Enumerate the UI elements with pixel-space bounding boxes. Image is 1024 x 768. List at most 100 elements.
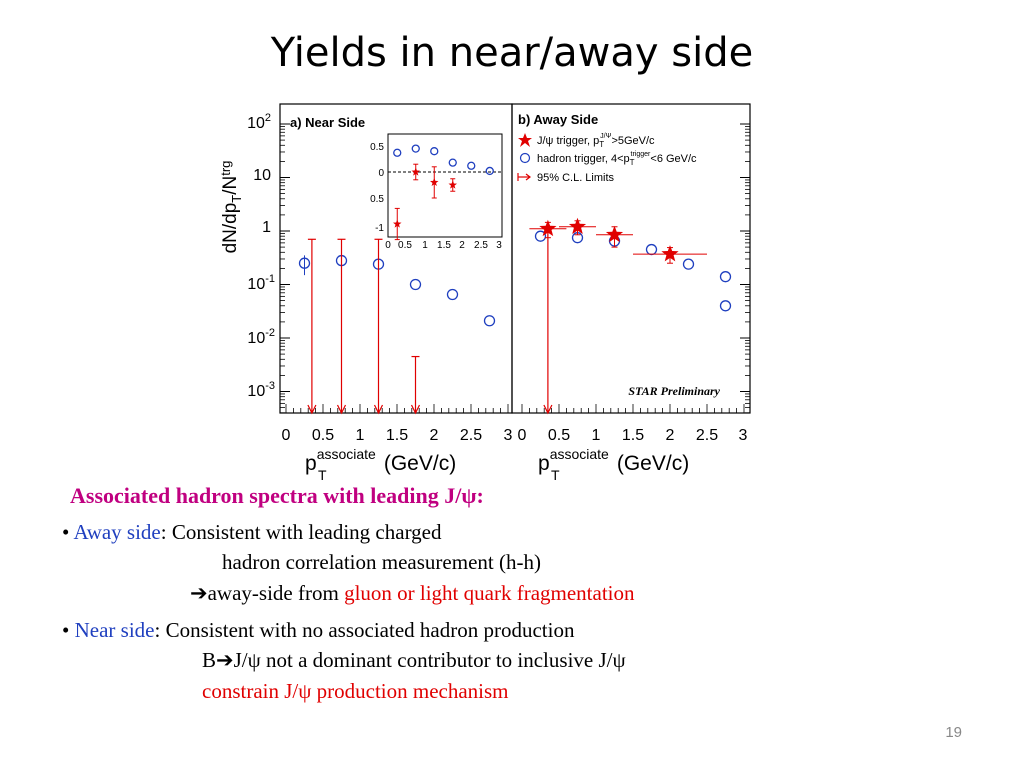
x-axis-label-near: passociate (GeV/c) <box>305 446 456 475</box>
near-side-line2-b: J/ψ not a dominant contributor to inclus… <box>233 648 626 672</box>
xtick-label: 2 <box>666 427 675 444</box>
legend-limit-icon <box>517 173 531 181</box>
away-side-line3-b: gluon or light quark fragmentation <box>344 581 635 605</box>
ytick-label: 10 <box>253 167 271 184</box>
away-side-line3-a: away-side from <box>207 581 345 605</box>
inset-hadron-point <box>393 148 402 157</box>
preliminary-label: STAR Preliminary <box>628 384 720 398</box>
inset-xtick-label: 0 <box>385 240 391 251</box>
x-tick-labels-away: 0 0.5 1 1.5 2 2.5 3 <box>518 427 748 444</box>
legend-entry: J/ψ trigger, pTJ/Ψ>5GeV/c <box>537 133 655 149</box>
inset-xtick-label: 3 <box>496 240 502 251</box>
near-side-label: Near side <box>74 618 155 642</box>
inset-xtick-label: 0.5 <box>398 240 412 251</box>
bullet-dot: • <box>62 618 70 642</box>
near-side-line2-a: B <box>202 648 217 672</box>
inset-ytick-label: 0.5 <box>370 194 384 205</box>
away-hadron-point <box>682 258 695 270</box>
page-number: 19 <box>945 724 962 741</box>
inset-jpsi-point <box>430 177 439 186</box>
xtick-label: 0 <box>518 427 527 444</box>
near-cl-limit-arrow <box>336 404 347 415</box>
away-side-line2: hadron correlation measurement (h-h) <box>222 550 541 574</box>
away-jpsi-point <box>661 245 679 262</box>
xtick-label: 2.5 <box>460 427 482 444</box>
inset-y-tick-labels: 0.5 0 0.5 -1 <box>370 142 384 234</box>
inset-ytick-label: 0 <box>378 168 384 179</box>
xtick-label: 0.5 <box>548 427 570 444</box>
y-axis-label: dN/dpT/Ntrg <box>218 161 244 254</box>
away-cl-limit-arrow <box>543 404 553 415</box>
near-hadron-point <box>446 288 459 301</box>
away-side-text: : Consistent with leading charged <box>160 520 442 544</box>
near-side-bullet: • Near side: Consistent with no associat… <box>62 618 574 643</box>
near-cl-limit-arrow <box>373 404 384 415</box>
near-side-line2: B➔J/ψ not a dominant contributor to incl… <box>202 648 626 673</box>
away-jpsi-point <box>568 217 587 234</box>
x-axis-sub-away: T <box>551 467 560 480</box>
inset-hadron-point <box>467 161 476 170</box>
ytick-label: 10-3 <box>247 380 275 400</box>
xtick-label: 1 <box>592 427 601 444</box>
near-hadron-point <box>298 257 311 269</box>
near-hadron-point <box>483 315 496 327</box>
away-panel-label: b) Away Side <box>518 112 598 127</box>
away-hadron-point <box>645 243 658 256</box>
bullet-dot: • <box>62 520 70 544</box>
spectra-subheading: Associated hadron spectra with leading J… <box>70 483 484 508</box>
xtick-label: 1.5 <box>622 427 644 444</box>
xtick-label: 2 <box>430 427 439 444</box>
xtick-label: 0.5 <box>312 427 334 444</box>
inset-xtick-label: 2 <box>459 240 465 251</box>
inset-xtick-label: 2.5 <box>474 240 488 251</box>
svg-text:dN/dpT/Ntrg: dN/dpT/Ntrg <box>218 161 244 254</box>
away-hadron-point <box>719 300 732 312</box>
ytick-label: 102 <box>247 112 271 132</box>
chart-marks <box>298 144 732 415</box>
inset-xtick-label: 1 <box>422 240 428 251</box>
near-cl-limit-arrow <box>410 404 421 415</box>
away-side-line3: ➔away-side from gluon or light quark fra… <box>190 581 635 606</box>
x-axis-label-away: passociate (GeV/c) <box>538 446 689 475</box>
away-hadron-point <box>719 271 732 283</box>
ytick-label: 10-1 <box>247 273 275 293</box>
away-side-bullet: • Away side: Consistent with leading cha… <box>62 520 442 545</box>
xtick-label: 3 <box>504 427 513 444</box>
away-panel-frame <box>511 103 751 414</box>
away-hadron-point <box>534 230 547 242</box>
x-tick-labels-near: 0 0.5 1 1.5 2 2.5 3 <box>282 427 513 444</box>
near-panel-label: a) Near Side <box>290 115 365 130</box>
right-arrow-icon: ➔ <box>190 581 208 605</box>
inset-ytick-label: 0.5 <box>370 142 384 153</box>
inset-hadron-point <box>411 144 420 153</box>
inset-jpsi-point <box>448 180 457 189</box>
xtick-label: 2.5 <box>696 427 718 444</box>
inset-ytick-label: -1 <box>375 223 384 234</box>
right-arrow-icon: ➔ <box>216 648 234 672</box>
ytick-label: 1 <box>262 219 271 236</box>
inset-hadron-point <box>485 166 494 176</box>
xtick-label: 1 <box>356 427 365 444</box>
legend: J/ψ trigger, pTJ/Ψ>5GeV/c hadron trigger… <box>517 133 697 184</box>
inset-jpsi-point <box>393 219 402 228</box>
near-hadron-point <box>409 278 422 291</box>
inset-x-tick-labels: 0 0.5 1 1.5 2 2.5 3 <box>385 240 502 251</box>
legend-circle-icon <box>519 152 531 164</box>
yield-figure: dN/dpT/Ntrg 102 10 1 10-1 10-2 10-3 0 0.… <box>218 103 751 480</box>
away-jpsi-point <box>605 225 624 243</box>
legend-entry: 95% C.L. Limits <box>537 172 615 184</box>
x-axis-sub-near: T <box>318 467 327 480</box>
near-side-text: : Consistent with no associated hadron p… <box>154 618 575 642</box>
inset-hadron-point <box>448 158 457 167</box>
inset-hadron-point <box>430 147 439 156</box>
xtick-label: 0 <box>282 427 291 444</box>
legend-entry: hadron trigger, 4<pTtrigger<6 GeV/c <box>537 151 697 167</box>
inset-jpsi-point <box>411 167 420 176</box>
inset-frame <box>387 133 503 238</box>
xtick-label: 1.5 <box>386 427 408 444</box>
away-side-label: Away side <box>73 520 161 544</box>
y-tick-labels: 102 10 1 10-1 10-2 10-3 <box>247 112 275 400</box>
legend-star-icon <box>518 133 532 147</box>
ytick-label: 10-2 <box>247 327 275 347</box>
slide-title: Yields in near/away side <box>270 30 754 76</box>
